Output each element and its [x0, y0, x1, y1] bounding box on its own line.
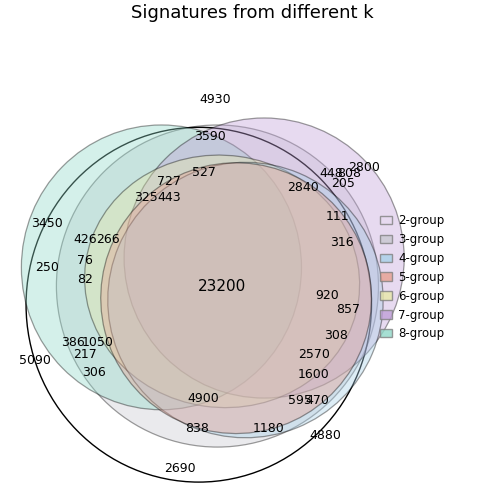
Text: 3450: 3450	[31, 217, 62, 230]
Text: 4900: 4900	[187, 392, 219, 405]
Text: 82: 82	[77, 273, 93, 286]
Ellipse shape	[21, 125, 301, 410]
Text: 857: 857	[336, 303, 360, 316]
Text: 4930: 4930	[200, 93, 231, 106]
Ellipse shape	[85, 155, 360, 408]
Text: 1050: 1050	[82, 336, 114, 349]
Text: 111: 111	[326, 210, 350, 222]
Text: 3590: 3590	[194, 130, 226, 143]
Text: 308: 308	[324, 329, 348, 342]
Legend: 2-group, 3-group, 4-group, 5-group, 6-group, 7-group, 8-group: 2-group, 3-group, 4-group, 5-group, 6-gr…	[380, 214, 444, 340]
Text: 76: 76	[77, 255, 93, 267]
Text: 595: 595	[288, 394, 311, 407]
Ellipse shape	[124, 118, 404, 398]
Text: 325: 325	[134, 191, 157, 204]
Text: 4880: 4880	[309, 429, 341, 442]
Text: 448: 448	[320, 167, 343, 180]
Text: 23200: 23200	[198, 279, 246, 293]
Text: 2800: 2800	[348, 161, 380, 174]
Text: 205: 205	[331, 177, 354, 190]
Text: 266: 266	[96, 233, 120, 246]
Text: 2570: 2570	[298, 348, 330, 361]
Text: 386: 386	[61, 336, 85, 349]
Text: 2840: 2840	[287, 181, 319, 195]
Ellipse shape	[108, 162, 383, 438]
Ellipse shape	[101, 163, 371, 433]
Text: 443: 443	[157, 191, 181, 204]
Text: 306: 306	[82, 366, 106, 380]
Text: 5090: 5090	[20, 354, 51, 367]
Text: 250: 250	[35, 261, 58, 274]
Text: 727: 727	[157, 175, 181, 188]
Text: 1180: 1180	[253, 422, 285, 435]
Text: 426: 426	[73, 233, 97, 246]
Text: 2690: 2690	[164, 462, 196, 475]
Text: 808: 808	[337, 167, 361, 180]
Text: 920: 920	[316, 289, 340, 302]
Text: 1600: 1600	[298, 368, 330, 381]
Text: 217: 217	[73, 348, 97, 361]
Text: 527: 527	[192, 166, 215, 178]
Text: 316: 316	[330, 236, 353, 248]
Ellipse shape	[56, 125, 379, 447]
Text: 838: 838	[185, 422, 209, 435]
Title: Signatures from different k: Signatures from different k	[131, 4, 373, 22]
Text: 470: 470	[305, 394, 329, 407]
